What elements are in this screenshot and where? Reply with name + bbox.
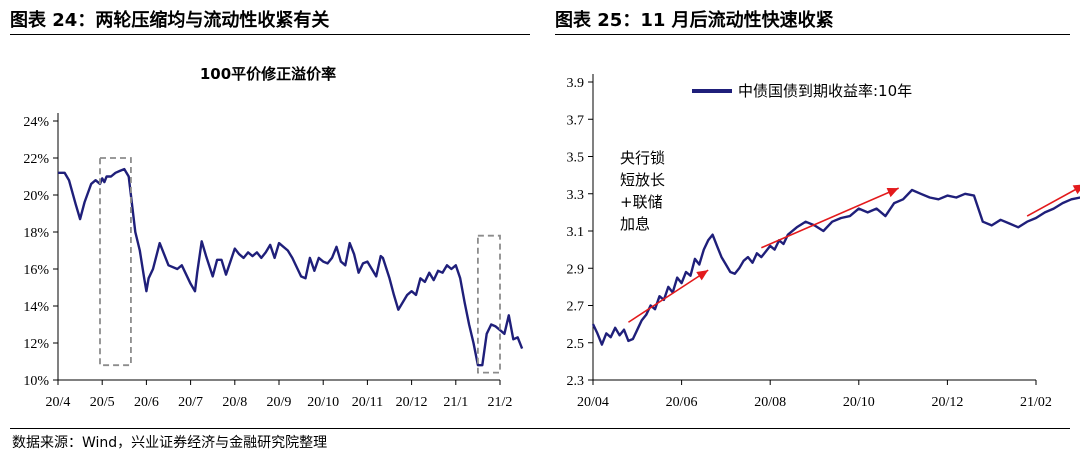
trend-arrow-head: [1072, 184, 1080, 195]
x-tick-label: 20/10: [307, 395, 339, 410]
y-tick-label: 3.3: [567, 188, 585, 203]
y-tick-label: 2.7: [567, 300, 585, 315]
annotation-line-1: 央行锁: [620, 149, 665, 167]
annotation-line-2: 短放长: [620, 171, 665, 189]
left-chart-title: 100平价修正溢价率: [200, 65, 336, 83]
x-tick-label: 20/06: [666, 395, 698, 410]
y-tick-label: 2.5: [567, 337, 585, 352]
source-rule: [10, 428, 1070, 429]
trend-arrow-line: [628, 269, 709, 323]
annotation-text: 央行锁 短放长 +联储 加息: [620, 149, 670, 233]
left-figure-label: 图表 24：两轮压缩均与流动性收紧有关: [10, 10, 330, 31]
trend-arrow-head: [886, 187, 899, 198]
x-tick-label: 20/5: [90, 395, 115, 410]
y-tick-label: 10%: [23, 374, 49, 389]
right-title-rule: [555, 34, 1070, 35]
series-line: [591, 188, 1080, 346]
y-tick-label: 2.9: [567, 262, 585, 277]
left-title-rule: [10, 34, 530, 35]
right-chart: 2.3 2.5 2.7 2.9 3.1 3.3 3.5 3.7 3.9 20/04 20/06 20/…: [567, 74, 1080, 410]
y-tick-label: 18%: [23, 226, 49, 241]
trend-arrow-line: [761, 187, 899, 249]
x-tick-label: 20/12: [931, 395, 963, 410]
x-tick-label: 21/1: [443, 395, 468, 410]
y-tick-label: 3.1: [567, 225, 585, 240]
dashed-highlight-box: [99, 157, 132, 367]
y-tick-label: 12%: [23, 337, 49, 352]
x-tick-label: 21/02: [1020, 395, 1052, 410]
y-tick-label: 24%: [23, 115, 49, 130]
series-line: [58, 167, 524, 367]
trend-arrow-head: [696, 270, 709, 281]
y-tick-label: 20%: [23, 189, 49, 204]
x-tick-label: 20/12: [396, 395, 428, 410]
y-tick-label: 3.9: [567, 76, 585, 91]
x-tick-label: 20/6: [134, 395, 159, 410]
annotation-line-3: +联储: [620, 193, 663, 211]
x-tick-label: 20/11: [352, 395, 383, 410]
x-tick-label: 20/04: [577, 395, 609, 410]
dashed-highlight-box: [476, 234, 501, 374]
x-tick-label: 20/4: [46, 395, 71, 410]
y-tick-label: 3.5: [567, 151, 585, 166]
y-tick-label: 14%: [23, 300, 49, 315]
y-tick-label: 16%: [23, 263, 49, 278]
left-chart: 100平价修正溢价率 10% 12% 14% 16% 18% 20% 22% 24% 20/4 2…: [23, 65, 524, 410]
x-tick-label: 20/7: [178, 395, 203, 410]
x-tick-label: 20/8: [222, 395, 247, 410]
y-tick-label: 22%: [23, 152, 49, 167]
x-tick-label: 21/2: [488, 395, 513, 410]
x-tick-label: 20/10: [843, 395, 875, 410]
source-note: 数据来源：Wind，兴业证券经济与金融研究院整理: [12, 435, 328, 451]
y-tick-label: 2.3: [567, 374, 585, 389]
right-figure-label: 图表 25：11 月后流动性快速收紧: [555, 10, 834, 31]
legend-label: 中债国债到期收益率:10年: [738, 82, 912, 100]
x-tick-label: 20/08: [754, 395, 786, 410]
x-tick-label: 20/9: [267, 395, 292, 410]
legend: 中债国债到期收益率:10年: [692, 82, 912, 100]
y-tick-label: 3.7: [567, 113, 585, 128]
annotation-line-4: 加息: [620, 215, 650, 233]
